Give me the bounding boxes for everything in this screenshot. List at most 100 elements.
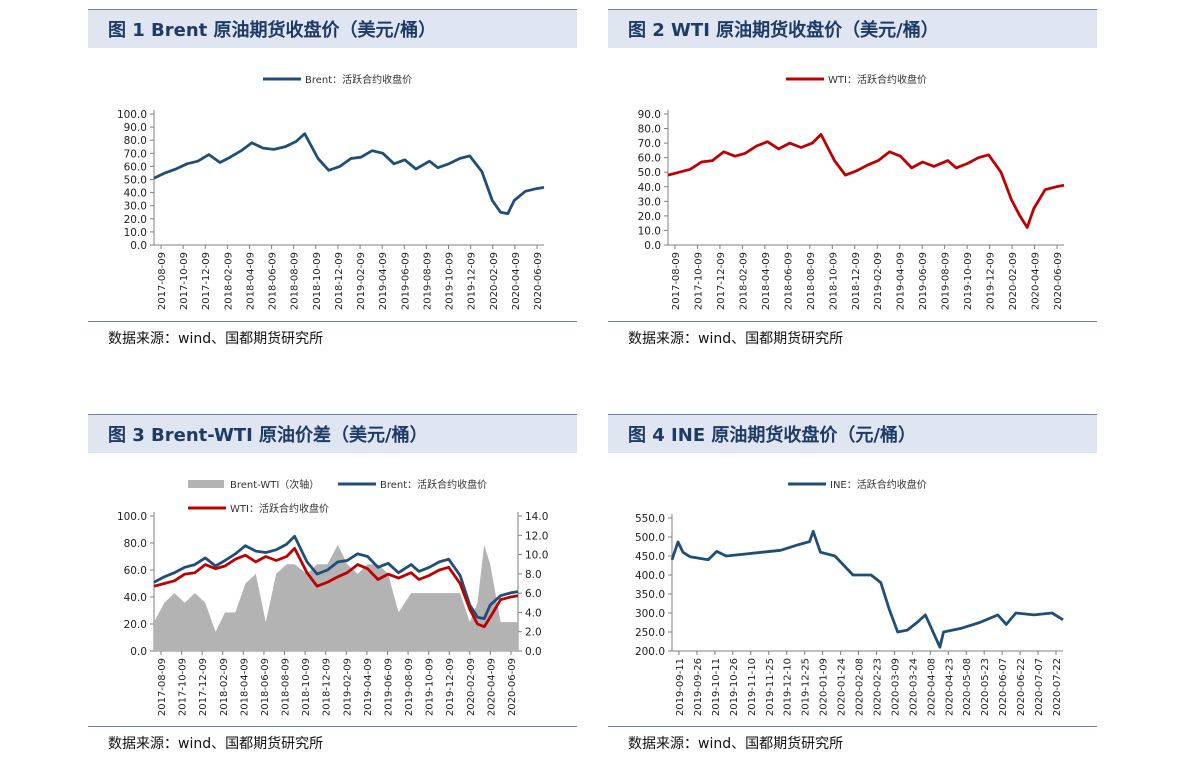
x-tick-label: 2020-03-24 bbox=[908, 658, 919, 716]
x-tick-label: 2020-04-09 bbox=[511, 252, 522, 310]
x-tick-label: 2017-12-09 bbox=[716, 252, 727, 310]
x-tick-label: 2018-06-09 bbox=[260, 658, 271, 716]
x-tick-label: 2019-04-09 bbox=[363, 658, 374, 716]
x-tick-label: 2018-12-09 bbox=[851, 252, 862, 310]
x-tick-label: 2018-02-09 bbox=[738, 252, 749, 310]
x-tick-label: 2020-05-08 bbox=[962, 658, 973, 716]
x-tick-label: 2019-06-09 bbox=[383, 658, 394, 716]
x-tick-label: 2019-04-09 bbox=[896, 252, 907, 310]
x-tick-label: 2020-06-09 bbox=[533, 252, 544, 310]
x-tick-label: 2018-10-09 bbox=[828, 252, 839, 310]
x-tick-label: 2018-02-09 bbox=[223, 252, 234, 310]
x-tick-label: 2020-04-08 bbox=[926, 658, 937, 716]
x-tick-label: 2017-08-09 bbox=[157, 658, 168, 716]
y-tick-label: 30.0 bbox=[124, 201, 147, 213]
y-tick-label: 50.0 bbox=[638, 167, 661, 179]
x-tick-label: 2020-07-07 bbox=[1034, 658, 1045, 716]
divider bbox=[608, 726, 1097, 727]
x-tick-label: 2019-06-09 bbox=[918, 252, 929, 310]
y-tick-label: 80.0 bbox=[124, 538, 147, 550]
x-tick-label: 2019-12-09 bbox=[986, 252, 997, 310]
x-tick-label: 2017-12-09 bbox=[201, 252, 212, 310]
divider bbox=[608, 321, 1097, 322]
x-tick-label: 2019-10-09 bbox=[425, 658, 436, 716]
y-tick-label: 450.0 bbox=[635, 551, 665, 563]
source-note: 数据来源：wind、国都期货研究所 bbox=[628, 331, 844, 347]
y-tick-label: 0.0 bbox=[644, 240, 661, 252]
y-tick-label: 350.0 bbox=[635, 589, 665, 601]
x-tick-label: 2018-04-09 bbox=[245, 252, 256, 310]
x-tick-label: 2020-02-08 bbox=[855, 658, 866, 716]
divider bbox=[88, 726, 577, 727]
x-tick-label: 2019-10-09 bbox=[963, 252, 974, 310]
x-tick-label: 2019-08-09 bbox=[404, 658, 415, 716]
x-tick-label: 2019-11-10 bbox=[747, 658, 758, 716]
y-tick-label: 20.0 bbox=[124, 214, 147, 226]
x-tick-label: 2018-04-09 bbox=[761, 252, 772, 310]
x-tick-label: 2018-08-09 bbox=[290, 252, 301, 310]
y2-tick-label: 2.0 bbox=[525, 627, 542, 639]
y-tick-label: 550.0 bbox=[635, 513, 665, 525]
legend-label: WTI：活跃合约收盘价 bbox=[230, 502, 329, 515]
y-tick-label: 80.0 bbox=[124, 135, 147, 147]
x-tick-label: 2020-03-09 bbox=[890, 658, 901, 716]
y-tick-label: 400.0 bbox=[635, 570, 665, 582]
legend-swatch bbox=[188, 480, 224, 488]
x-tick-label: 2020-01-09 bbox=[819, 658, 830, 716]
x-tick-label: 2019-12-09 bbox=[445, 658, 456, 716]
x-tick-label: 2017-10-09 bbox=[178, 658, 189, 716]
chart-title-bar: 图 1 Brent 原油期货收盘价（美元/桶） bbox=[88, 9, 577, 48]
chart-title: 图 4 INE 原油期货收盘价（元/桶） bbox=[628, 425, 916, 446]
brent-chart: 0.010.020.030.040.050.0 60.070.080.090.01… bbox=[117, 73, 545, 310]
y-tick-label: 100.0 bbox=[117, 109, 147, 121]
x-tick-label: 2020-04-09 bbox=[486, 658, 497, 716]
source-note: 数据来源：wind、国都期货研究所 bbox=[628, 736, 844, 752]
source-note: 数据来源：wind、国都期货研究所 bbox=[108, 736, 324, 752]
x-tick-label: 2019-08-09 bbox=[422, 252, 433, 310]
x-tick-label: 2019-06-09 bbox=[400, 252, 411, 310]
x-tick-label: 2019-12-09 bbox=[467, 252, 478, 310]
y-tick-label: 200.0 bbox=[635, 646, 665, 658]
x-tick-label: 2020-06-22 bbox=[1016, 658, 1027, 716]
y-tick-label: 60.0 bbox=[124, 161, 147, 173]
y-tick-label: 40.0 bbox=[638, 182, 661, 194]
chart-panel-spread: 图 3 Brent-WTI 原油价差（美元/桶） 0.0 20.0 40.0 60.0… bbox=[88, 414, 577, 764]
x-tick-label: 2019-08-09 bbox=[941, 252, 952, 310]
y-tick-label: 70.0 bbox=[124, 148, 147, 160]
legend-label: Brent：活跃合约收盘价 bbox=[305, 73, 412, 86]
y2-tick-label: 12.0 bbox=[525, 530, 548, 542]
ine-chart: 200.0 250.0 300.0 350.0 400.0 450.0 500.0 550.0… bbox=[635, 478, 1064, 716]
y-tick-label: 500.0 bbox=[635, 532, 665, 544]
x-tick-label: 2017-10-09 bbox=[693, 252, 704, 310]
y-tick-label: 40.0 bbox=[124, 188, 147, 200]
x-tick-label: 2019-10-26 bbox=[729, 658, 740, 716]
x-tick-label: 2018-06-09 bbox=[268, 252, 279, 310]
x-tick-label: 2019-09-11 bbox=[675, 658, 686, 716]
x-tick-label: 2020-05-23 bbox=[980, 658, 991, 716]
y-tick-label: 40.0 bbox=[124, 592, 147, 604]
chart-title: 图 1 Brent 原油期货收盘价（美元/桶） bbox=[108, 20, 437, 41]
x-tick-label: 2018-02-09 bbox=[219, 658, 230, 716]
x-tick-label: 2020-02-09 bbox=[489, 252, 500, 310]
y-tick-label: 20.0 bbox=[124, 619, 147, 631]
chart-title-bar: 图 4 INE 原油期货收盘价（元/桶） bbox=[608, 414, 1097, 453]
chart-panel-wti: 图 2 WTI 原油期货收盘价（美元/桶） 0.0 10.0 20.0 30.0 40.… bbox=[608, 9, 1097, 359]
x-tick-label: 2019-11-25 bbox=[765, 658, 776, 716]
x-tick-label: 2018-08-09 bbox=[281, 658, 292, 716]
x-tick-label: 2019-10-11 bbox=[711, 658, 722, 716]
x-tick-label: 2019-04-09 bbox=[378, 252, 389, 310]
price-line bbox=[153, 534, 519, 620]
y-tick-label: 300.0 bbox=[635, 608, 665, 620]
legend-label: WTI：活跃合约收盘价 bbox=[828, 73, 927, 86]
x-tick-label: 2017-10-09 bbox=[179, 252, 190, 310]
x-tick-label: 2019-12-25 bbox=[801, 658, 812, 716]
y-tick-label: 90.0 bbox=[124, 122, 147, 134]
x-tick-label: 2018-10-09 bbox=[301, 658, 312, 716]
y-tick-label: 10.0 bbox=[124, 227, 147, 239]
x-tick-label: 2017-08-09 bbox=[671, 252, 682, 310]
x-tick-label: 2018-10-09 bbox=[312, 252, 323, 310]
x-tick-label: 2020-06-09 bbox=[507, 658, 518, 716]
x-tick-label: 2017-12-09 bbox=[198, 658, 209, 716]
legend-label: Brent：活跃合约收盘价 bbox=[380, 478, 487, 491]
x-tick-label: 2020-06-09 bbox=[1053, 252, 1064, 310]
